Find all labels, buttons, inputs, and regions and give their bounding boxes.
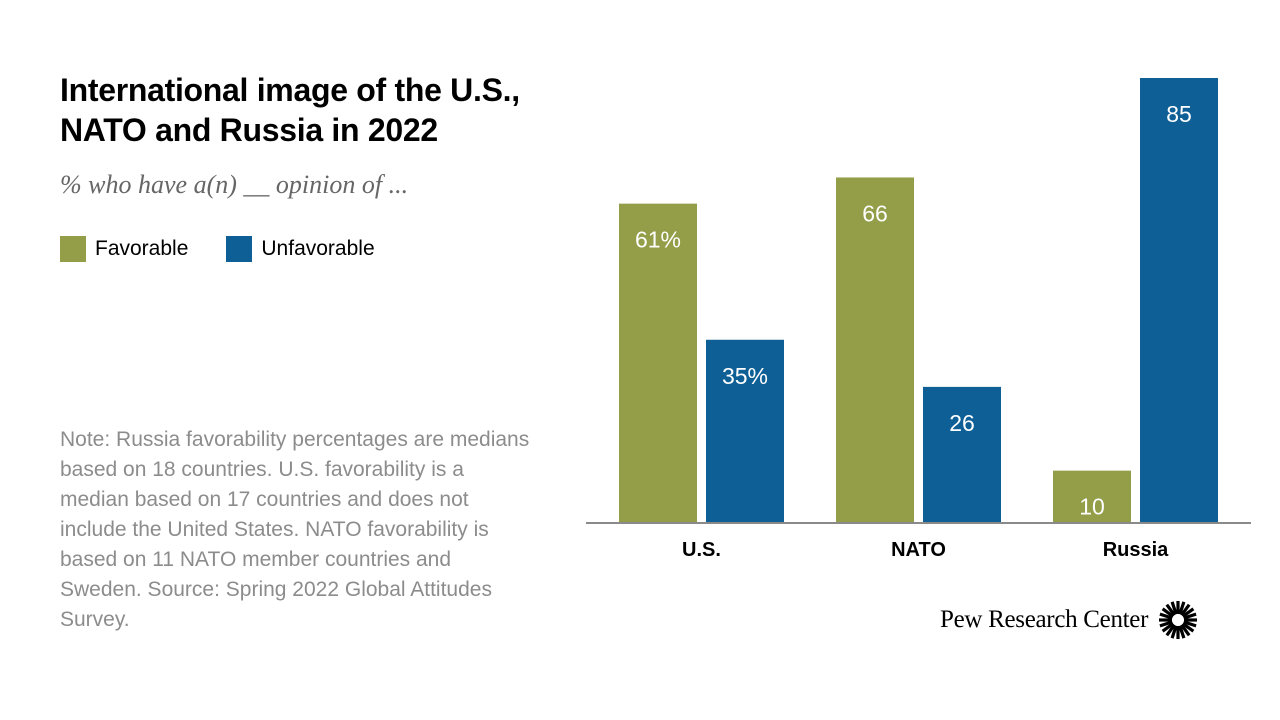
sunburst-ray bbox=[1165, 603, 1176, 617]
sunburst-ray bbox=[1159, 620, 1173, 628]
legend-label-favorable: Favorable bbox=[95, 237, 189, 260]
sunburst-ray bbox=[1183, 620, 1197, 628]
sunburst-icon bbox=[1159, 601, 1198, 639]
category-label-nato: NATO bbox=[891, 539, 946, 561]
data-label-unfavorable-us: 35% bbox=[722, 363, 768, 389]
sunburst-ray bbox=[1161, 622, 1175, 633]
legend-item-favorable: Favorable bbox=[60, 236, 188, 262]
bar-unfavorable-us bbox=[706, 339, 784, 523]
sunburst-ray bbox=[1159, 612, 1173, 620]
legend-swatch-favorable bbox=[60, 236, 86, 262]
sunburst-ray bbox=[1170, 601, 1178, 615]
sunburst-ray bbox=[1165, 623, 1176, 637]
category-label-us: U.S. bbox=[682, 539, 721, 561]
chart-legend: Favorable Unfavorable bbox=[60, 236, 413, 262]
legend-item-unfavorable: Unfavorable bbox=[226, 236, 375, 262]
bar-favorable-nato bbox=[836, 177, 914, 523]
data-label-favorable-nato: 66 bbox=[862, 200, 888, 226]
data-label-favorable-russia: 10 bbox=[1079, 494, 1105, 520]
data-label-unfavorable-nato: 26 bbox=[949, 410, 975, 436]
sunburst-ray bbox=[1183, 612, 1197, 620]
sunburst-ray bbox=[1178, 625, 1186, 639]
category-label-russia: Russia bbox=[1103, 539, 1169, 561]
bar-favorable-russia bbox=[1053, 470, 1131, 523]
data-label-unfavorable-russia: 85 bbox=[1166, 101, 1192, 127]
sunburst-ray bbox=[1161, 607, 1175, 618]
chart-subtitle: % who have a(n) __ opinion of ... bbox=[60, 170, 409, 199]
legend-swatch-unfavorable bbox=[226, 236, 253, 262]
logo-text: Pew Research Center bbox=[940, 606, 1149, 633]
bar-favorable-us bbox=[619, 203, 697, 523]
sunburst-ray bbox=[1180, 623, 1191, 637]
sunburst-ray bbox=[1178, 601, 1186, 615]
pew-logo: Pew Research Center bbox=[940, 600, 1198, 640]
sunburst-ray bbox=[1170, 625, 1178, 639]
bar-unfavorable-russia bbox=[1140, 78, 1218, 523]
data-label-favorable-us: 61% bbox=[635, 227, 681, 253]
chart-note: Note: Russia favorability percentages ar… bbox=[60, 428, 530, 631]
sunburst-ray bbox=[1182, 622, 1195, 633]
sunburst-ray bbox=[1182, 607, 1195, 618]
sunburst-ray bbox=[1180, 603, 1191, 617]
chart-title: International image of the U.S., NATO an… bbox=[60, 72, 520, 148]
legend-label-unfavorable: Unfavorable bbox=[261, 237, 375, 260]
bar-unfavorable-nato bbox=[923, 386, 1001, 523]
